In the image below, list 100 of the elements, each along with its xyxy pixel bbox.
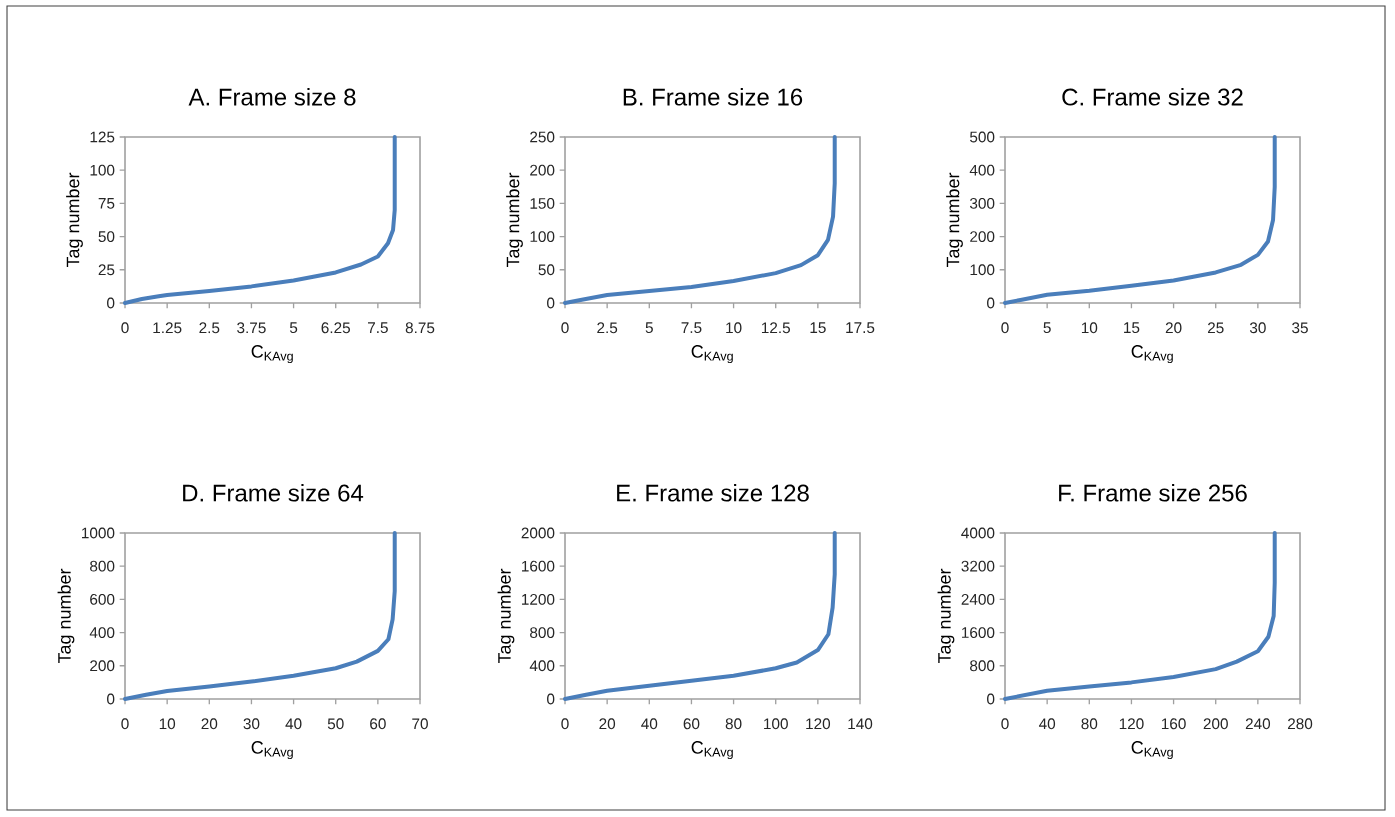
x-axis-title: C$_{KAvg}$	[691, 741, 733, 760]
x-tick-label: 6.25	[321, 322, 350, 334]
y-tick-label: 100	[90, 164, 115, 176]
x-tick-label: 0	[121, 322, 129, 334]
y-tick-label: 800	[970, 660, 995, 672]
y-tick-label: 2400	[961, 593, 995, 605]
x-tick-label: 40	[285, 718, 302, 730]
y-tick-label: 1000	[82, 527, 115, 539]
y-tick-label: 400	[529, 660, 555, 672]
x-tick-label: 10	[159, 718, 176, 730]
x-tick-label: 140	[848, 718, 873, 730]
y-tick-label: 0	[107, 693, 115, 705]
y-axis-title: Tag number	[937, 568, 955, 664]
y-axis-title: Tag number	[946, 172, 963, 268]
y-tick-label: 50	[538, 264, 555, 276]
chart-title: E. Frame size 128	[617, 483, 809, 502]
x-tick-label: 1.25	[153, 322, 182, 334]
x-tick-label: 50	[327, 718, 344, 730]
y-axis-title: Tag number	[66, 172, 83, 268]
y-tick-label: 800	[90, 560, 115, 572]
x-tick-label: 20	[201, 718, 218, 730]
y-tick-label: 400	[89, 627, 115, 639]
x-tick-label: 70	[412, 718, 428, 730]
y-axis-title: Tag number	[57, 568, 75, 664]
x-tick-label: 0	[121, 718, 129, 730]
line-series	[563, 530, 837, 701]
y-tick-label: 300	[969, 197, 995, 209]
x-tick-label: 0	[561, 322, 569, 334]
x-axis-title: C$_{KAvg}$	[691, 345, 733, 364]
y-tick-label: 250	[530, 131, 555, 143]
x-tick-label: 40	[641, 718, 658, 730]
x-tick-label: 20	[599, 718, 616, 730]
x-tick-label: 60	[370, 718, 386, 730]
x-tick-label: 5	[645, 322, 653, 334]
y-tick-label: 25	[98, 264, 115, 276]
x-axis-title: C$_{KAvg}$	[251, 741, 293, 760]
line-series	[1003, 134, 1277, 305]
y-tick-label: 0	[547, 297, 555, 309]
x-tick-label: 7.5	[368, 322, 388, 334]
y-tick-label: 4000	[961, 527, 995, 539]
x-tick-label: 15	[810, 322, 826, 334]
x-tick-label: 30	[243, 718, 260, 730]
y-tick-label: 1200	[522, 593, 555, 605]
x-tick-label: 80	[725, 718, 742, 730]
x-tick-label: 8.75	[405, 322, 435, 334]
y-tick-label: 100	[970, 264, 995, 276]
line-series	[123, 530, 397, 701]
x-tick-label: 5	[289, 322, 298, 334]
y-tick-label: 50	[98, 231, 115, 243]
x-tick-label: 35	[1292, 322, 1308, 334]
y-tick-label: 2000	[521, 527, 555, 539]
y-tick-label: 200	[530, 164, 555, 176]
x-tick-label: 280	[1287, 718, 1313, 730]
x-tick-label: 120	[1119, 718, 1144, 730]
y-tick-label: 125	[90, 131, 115, 143]
line-series	[123, 134, 397, 305]
x-tick-label: 120	[806, 718, 831, 730]
y-axis-title: Tag number	[497, 568, 515, 664]
y-tick-label: 100	[530, 231, 555, 243]
y-tick-label: 0	[107, 297, 115, 309]
y-tick-label: 800	[530, 627, 555, 639]
x-axis-title: C$_{KAvg}$	[1131, 741, 1173, 760]
x-tick-label: 10	[1081, 322, 1098, 334]
x-tick-label: 240	[1245, 718, 1271, 730]
x-tick-label: 200	[1203, 718, 1228, 730]
x-tick-label: 10	[726, 322, 742, 334]
y-tick-label: 400	[969, 164, 995, 176]
x-tick-label: 15	[1124, 322, 1140, 334]
x-tick-label: 30	[1249, 322, 1266, 334]
chart-title: A. Frame size 8	[188, 87, 356, 106]
x-tick-label: 2.5	[199, 322, 220, 334]
x-tick-label: 20	[1165, 322, 1182, 334]
y-tick-label: 0	[987, 297, 995, 309]
x-tick-label: 100	[764, 718, 788, 730]
y-tick-label: 150	[530, 197, 555, 209]
y-tick-label: 1600	[522, 560, 555, 572]
x-tick-label: 2.5	[597, 322, 618, 334]
x-tick-label: 5	[1043, 322, 1051, 334]
y-tick-label: 0	[987, 693, 995, 705]
y-tick-label: 3200	[961, 560, 995, 572]
chart-title: F. Frame size 256	[1059, 483, 1247, 502]
x-tick-label: 40	[1038, 718, 1056, 730]
chart-title: C. Frame size 32	[1062, 87, 1243, 106]
x-axis-title: C$_{KAvg}$	[251, 345, 293, 364]
x-tick-label: 25	[1207, 322, 1224, 334]
x-tick-label: 80	[1081, 718, 1098, 730]
x-tick-label: 3.75	[237, 322, 266, 334]
x-tick-label: 160	[1161, 718, 1186, 730]
x-tick-label: 0	[1001, 322, 1009, 334]
y-tick-label: 200	[90, 660, 115, 672]
x-axis-title: C$_{KAvg}$	[1131, 345, 1173, 364]
chart-title: B. Frame size 16	[623, 87, 803, 106]
x-tick-label: 17.5	[846, 322, 875, 334]
y-tick-label: 1600	[962, 627, 995, 639]
chart-title: D. Frame size 64	[183, 483, 364, 502]
y-tick-label: 200	[970, 231, 995, 243]
y-tick-label: 600	[90, 593, 115, 605]
y-axis-title: Tag number	[506, 172, 523, 268]
x-tick-label: 60	[683, 718, 700, 730]
x-tick-label: 0	[561, 718, 569, 730]
